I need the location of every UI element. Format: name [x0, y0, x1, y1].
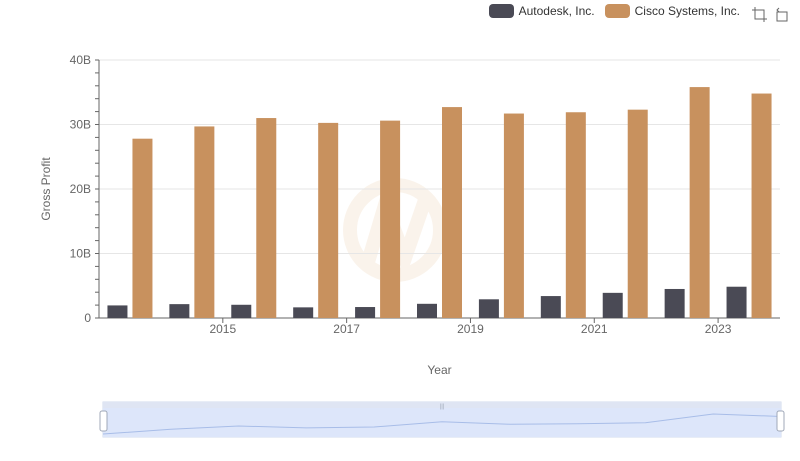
- bar-autodesk[interactable]: [478, 299, 499, 318]
- x-tick-label: 2017: [333, 322, 360, 336]
- bar-autodesk[interactable]: [231, 304, 252, 318]
- y-tick-label: 30B: [70, 118, 91, 132]
- y-tick-label: 0: [84, 311, 91, 325]
- y-tick-label: 40B: [70, 53, 91, 67]
- legend-item-cisco[interactable]: Cisco Systems, Inc.: [604, 4, 740, 18]
- bar-cisco[interactable]: [194, 126, 215, 318]
- x-tick-label: 2023: [705, 322, 732, 336]
- y-tick-label: 10B: [70, 247, 91, 261]
- datazoom-right-handle[interactable]: [776, 410, 785, 432]
- bar-cisco[interactable]: [751, 93, 772, 318]
- bar-cisco[interactable]: [627, 109, 648, 318]
- legend-item-autodesk[interactable]: Autodesk, Inc.: [488, 4, 595, 18]
- toolbox: [752, 7, 790, 22]
- bar-autodesk[interactable]: [417, 303, 437, 318]
- bar-autodesk[interactable]: [293, 307, 314, 318]
- y-tick-label: 20B: [70, 182, 91, 196]
- restore-icon[interactable]: [775, 7, 790, 22]
- bar-cisco[interactable]: [689, 87, 710, 318]
- y-axis-title: Gross Profit: [39, 157, 53, 221]
- bar-cisco[interactable]: [503, 113, 524, 318]
- bar-cisco[interactable]: [380, 120, 401, 318]
- legend-swatch-autodesk: [488, 4, 514, 18]
- datazoom-left-handle[interactable]: [99, 410, 108, 432]
- data-zoom-icon[interactable]: [752, 7, 767, 22]
- bar-cisco[interactable]: [256, 118, 277, 318]
- x-axis-title: Year: [427, 363, 451, 377]
- bar-cisco[interactable]: [442, 107, 462, 319]
- datazoom-preview-line: [102, 413, 782, 435]
- legend-label-autodesk: Autodesk, Inc.: [518, 4, 595, 18]
- bar-cisco[interactable]: [132, 138, 153, 318]
- bar-autodesk[interactable]: [602, 292, 623, 318]
- bar-autodesk[interactable]: [169, 304, 190, 318]
- legend-label-cisco: Cisco Systems, Inc.: [634, 4, 740, 18]
- datazoom-move-bar[interactable]: [103, 402, 781, 408]
- datazoom-grip-icon[interactable]: |||: [440, 404, 445, 410]
- x-tick-label: 2021: [581, 322, 608, 336]
- bar-cisco[interactable]: [318, 122, 339, 318]
- legend: Autodesk, Inc. Cisco Systems, Inc.: [488, 4, 740, 18]
- bar-autodesk[interactable]: [540, 296, 561, 318]
- legend-swatch-cisco: [604, 4, 630, 18]
- x-tick-label: 2015: [209, 322, 236, 336]
- bar-autodesk[interactable]: [726, 286, 747, 318]
- x-tick-label: 2019: [457, 322, 484, 336]
- bar-cisco[interactable]: [565, 112, 586, 319]
- bar-autodesk[interactable]: [664, 288, 685, 318]
- bar-autodesk[interactable]: [355, 307, 376, 318]
- bar-autodesk[interactable]: [107, 305, 128, 318]
